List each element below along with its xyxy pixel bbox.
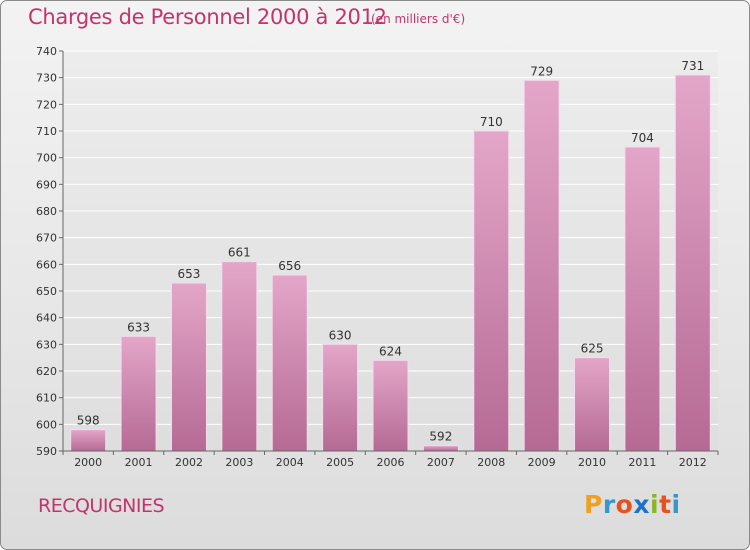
y-tick-label: 730 — [36, 72, 57, 85]
y-tick-label: 680 — [36, 205, 57, 218]
bar — [322, 343, 359, 452]
logo-letter: t — [659, 490, 672, 519]
chart-title: Charges de Personnel 2000 à 2012 — [28, 5, 387, 29]
data-label: 598 — [77, 414, 100, 428]
bar — [70, 429, 107, 452]
data-label: 624 — [379, 344, 402, 358]
y-tick-label: 610 — [36, 392, 57, 405]
data-label: 656 — [278, 259, 301, 273]
data-label: 710 — [480, 115, 503, 129]
data-label: 661 — [228, 246, 251, 260]
place-name: RECQUIGNIES — [38, 495, 165, 517]
x-tick-label: 2003 — [225, 456, 253, 469]
bar — [624, 146, 661, 452]
bars: 598 633 653 661 656 630 624 592 710 729 625 704 731 — [70, 59, 711, 452]
x-tick-label: 2000 — [74, 456, 102, 469]
y-tick-label: 740 — [36, 45, 57, 58]
data-label: 729 — [530, 64, 553, 78]
y-tick-label: 690 — [36, 178, 57, 191]
x-tick-label: 2001 — [125, 456, 153, 469]
data-label: 704 — [631, 131, 654, 145]
data-label: 731 — [681, 59, 704, 73]
bar — [473, 130, 510, 452]
y-tick-label: 650 — [36, 285, 57, 298]
bar — [523, 79, 560, 452]
data-label: 625 — [581, 342, 604, 356]
x-tick-label: 2012 — [679, 456, 707, 469]
y-tick-label: 660 — [36, 258, 57, 271]
bar — [271, 274, 308, 452]
x-axis: 2000 2001 2002 2003 2004 2005 2006 2007 2008 2009… — [62, 450, 719, 469]
logo-letter: r — [602, 490, 616, 519]
y-axis: 590 600 610 620 630 640 650 660 670 680 690 700 710 7… — [36, 45, 64, 458]
proxiti-logo: Proxiti — [584, 490, 681, 519]
chart-subtitle: (en milliers d'€) — [371, 12, 466, 26]
y-tick-label: 720 — [36, 98, 57, 111]
bar — [422, 445, 459, 452]
x-tick-label: 2007 — [427, 456, 455, 469]
logo-letter: P — [584, 490, 603, 519]
logo-letter: i — [671, 490, 681, 519]
bar — [221, 261, 258, 452]
logo-letter: o — [615, 490, 634, 519]
bar — [170, 282, 207, 452]
y-tick-label: 700 — [36, 152, 57, 165]
y-tick-label: 630 — [36, 338, 57, 351]
logo-letter: x — [633, 490, 650, 519]
logo-letter: i — [650, 490, 660, 519]
x-tick-label: 2002 — [175, 456, 203, 469]
y-tick-label: 640 — [36, 312, 57, 325]
data-label: 592 — [429, 430, 452, 444]
x-tick-label: 2010 — [578, 456, 606, 469]
y-tick-label: 620 — [36, 365, 57, 378]
bar — [674, 74, 711, 452]
bar — [574, 357, 611, 452]
y-tick-label: 710 — [36, 125, 57, 138]
x-tick-label: 2006 — [377, 456, 405, 469]
x-tick-label: 2008 — [477, 456, 505, 469]
x-tick-label: 2011 — [628, 456, 656, 469]
x-tick-label: 2005 — [326, 456, 354, 469]
bar — [120, 335, 157, 452]
bar — [372, 359, 409, 452]
y-tick-label: 670 — [36, 232, 57, 245]
data-label: 630 — [329, 328, 352, 342]
data-label: 633 — [127, 320, 150, 334]
y-tick-label: 600 — [36, 418, 57, 431]
data-label: 653 — [178, 267, 201, 281]
y-tick-label: 590 — [36, 445, 57, 458]
x-tick-label: 2004 — [276, 456, 304, 469]
x-tick-label: 2009 — [528, 456, 556, 469]
